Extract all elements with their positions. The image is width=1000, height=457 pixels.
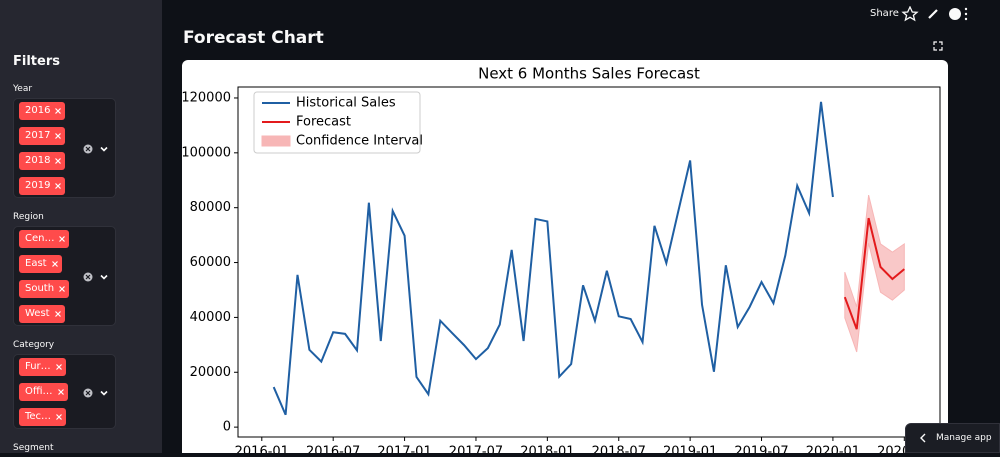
x-tick-label: 2018-07 xyxy=(592,445,646,454)
chip-remove-icon[interactable] xyxy=(56,414,62,420)
page-title: Forecast Chart xyxy=(183,28,324,48)
legend-box xyxy=(253,91,421,154)
filter-chip[interactable]: 2019 xyxy=(19,177,66,195)
chip-label: Fur… xyxy=(25,361,51,372)
multiselect-controls[interactable] xyxy=(82,271,112,283)
legend-swatch xyxy=(261,135,291,147)
x-tick-label: 2016-01 xyxy=(235,445,289,454)
multiselect[interactable]: 2016 2017 2018 2019 xyxy=(13,98,116,198)
chip-remove-icon[interactable] xyxy=(55,133,62,139)
filter-chip[interactable]: East xyxy=(19,255,62,273)
filter-chip[interactable]: 2016 xyxy=(19,102,66,120)
fullscreen-icon[interactable] xyxy=(932,40,944,52)
sidebar-title: Filters xyxy=(13,54,60,69)
chip-label: South xyxy=(25,283,55,294)
y-tick-label: 0 xyxy=(223,420,231,435)
x-tick-label: 2017-01 xyxy=(377,445,431,454)
series-line xyxy=(272,101,834,416)
chart-title: Next 6 Months Sales Forecast xyxy=(478,65,700,83)
y-tick-label: 100000 xyxy=(182,145,231,160)
multiselect[interactable]: Fur… Offi… Tec… xyxy=(13,354,116,429)
y-tick-label: 80000 xyxy=(190,200,231,215)
chip-label: East xyxy=(25,258,47,269)
legend-label: Historical Sales xyxy=(296,96,396,111)
chip-remove-icon[interactable] xyxy=(55,183,62,189)
chip-remove-icon[interactable] xyxy=(51,261,58,267)
filter-label: Segment xyxy=(13,443,54,453)
chip-label: Cen… xyxy=(25,233,55,244)
x-tick-label: 2020-01 xyxy=(806,445,860,454)
chip-remove-icon[interactable] xyxy=(55,108,62,114)
github-icon[interactable] xyxy=(949,8,961,20)
x-tick-label: 2017-07 xyxy=(449,445,503,454)
filter-chip[interactable]: 2017 xyxy=(19,127,66,145)
chip-remove-icon[interactable] xyxy=(54,311,61,317)
multiselect-controls[interactable] xyxy=(82,143,112,155)
chip-label: 2018 xyxy=(25,155,51,166)
y-tick-label: 40000 xyxy=(190,310,231,325)
chip-remove-icon[interactable] xyxy=(55,158,62,164)
manage-app-label: Manage app xyxy=(936,433,992,443)
chip-label: Offi… xyxy=(25,386,53,397)
axes-frame xyxy=(237,86,941,438)
menu-icon[interactable] xyxy=(964,7,968,11)
multiselect[interactable]: Cen… East South West xyxy=(13,226,116,326)
legend-label: Confidence Interval xyxy=(296,134,423,149)
toolbar-icons xyxy=(901,6,968,22)
chip-label: Tec… xyxy=(25,411,52,422)
chip-remove-icon[interactable] xyxy=(59,236,66,242)
chip-label: 2019 xyxy=(25,180,51,191)
legend-label: Forecast xyxy=(296,115,351,130)
share-button[interactable]: Share xyxy=(870,8,899,19)
star-icon[interactable] xyxy=(901,6,919,22)
chart: Next 6 Months Sales Forecast 0 20000 40000… xyxy=(181,65,941,457)
filter-chip[interactable]: Tec… xyxy=(19,408,67,426)
edit-icon[interactable] xyxy=(928,9,938,19)
filter-chip[interactable]: Offi… xyxy=(19,383,68,401)
x-tick-label: 2016-07 xyxy=(306,445,360,454)
filter-label: Region xyxy=(13,212,44,222)
manage-app-button[interactable]: Manage app xyxy=(905,423,1000,453)
series-line xyxy=(843,217,905,330)
menu-dot xyxy=(964,17,968,21)
multiselect-controls[interactable] xyxy=(82,387,112,399)
x-tick-label: 2019-01 xyxy=(663,445,717,454)
sidebar: Filters Year 2016 2017 2018 2019 Region Cen… Ea… xyxy=(0,0,162,453)
filter-label: Year xyxy=(13,84,33,94)
filter-chip[interactable]: South xyxy=(19,280,70,298)
filter-chip[interactable]: 2018 xyxy=(19,152,66,170)
menu-dot xyxy=(964,12,968,16)
confidence-band xyxy=(844,194,905,353)
chip-remove-icon[interactable] xyxy=(59,286,65,292)
filter-chip[interactable]: Fur… xyxy=(19,358,66,376)
chip-remove-icon[interactable] xyxy=(55,364,62,370)
x-tick-label: 2019-07 xyxy=(734,445,788,454)
filter-chip[interactable]: West xyxy=(19,305,65,323)
chart-panel: Next 6 Months Sales Forecast 0 20000 40000… xyxy=(181,60,948,457)
chip-label: 2017 xyxy=(25,130,51,141)
chevron-icon xyxy=(920,433,926,443)
filter-label: Category xyxy=(13,340,55,350)
y-tick-label: 120000 xyxy=(182,90,231,105)
filter-chip[interactable]: Cen… xyxy=(19,230,70,248)
chip-label: West xyxy=(25,308,50,319)
chip-remove-icon[interactable] xyxy=(57,389,64,395)
y-tick-label: 60000 xyxy=(190,255,231,270)
y-tick-label: 20000 xyxy=(190,365,231,380)
chip-label: 2016 xyxy=(25,105,51,116)
x-tick-label: 2018-01 xyxy=(520,445,574,454)
